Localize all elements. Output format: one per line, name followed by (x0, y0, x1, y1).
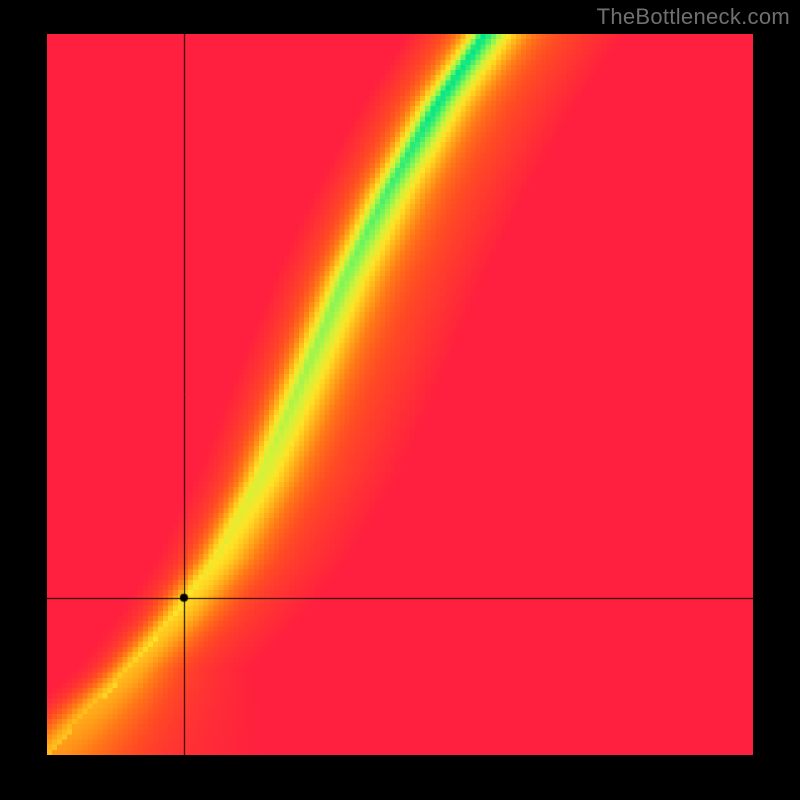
heatmap-canvas (47, 34, 753, 755)
watermark-text: TheBottleneck.com (597, 4, 790, 30)
chart-container: TheBottleneck.com (0, 0, 800, 800)
